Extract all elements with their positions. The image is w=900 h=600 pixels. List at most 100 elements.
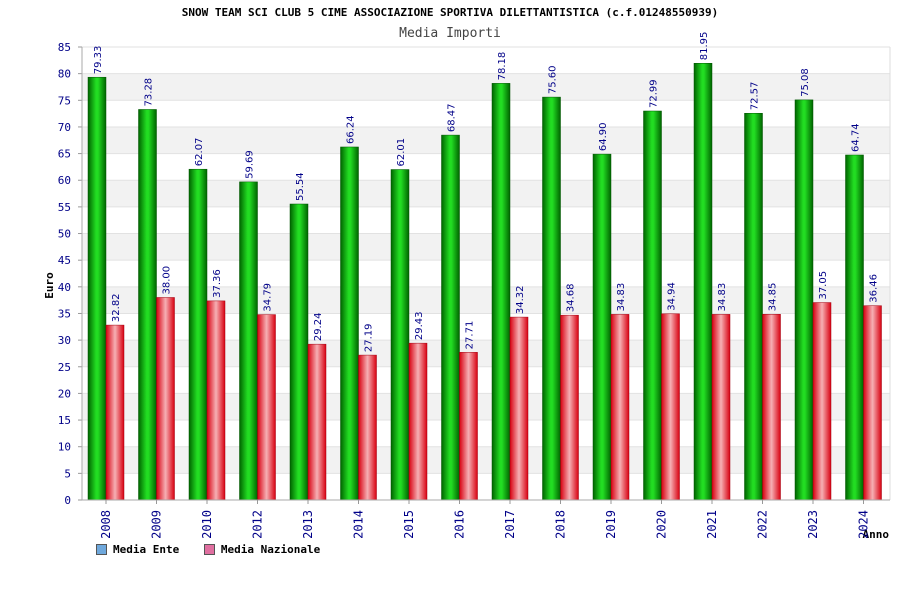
bar-nazionale [408, 342, 428, 501]
x-tick-label: 2020 [655, 510, 669, 539]
bar-nazionale [257, 314, 276, 501]
x-tick-label: 2024 [857, 510, 871, 539]
bar-nazionale [156, 297, 175, 501]
y-tick-label: 50 [58, 228, 71, 241]
value-label-nazionale: 29.24 [313, 313, 324, 342]
value-label-nazionale: 29.43 [414, 312, 425, 341]
value-label-nazionale: 37.36 [212, 269, 223, 298]
y-tick-label: 15 [58, 414, 71, 427]
bar-ente [441, 134, 460, 501]
bar-ente [138, 109, 157, 501]
bar-ente [87, 76, 107, 501]
y-tick-label: 5 [64, 467, 71, 480]
x-tick-label: 2009 [150, 510, 164, 539]
bar-nazionale [307, 343, 327, 501]
y-tick-label: 65 [58, 148, 71, 161]
value-label-ente: 62.07 [194, 138, 205, 167]
value-label-ente: 64.74 [851, 123, 862, 152]
bar-nazionale [812, 302, 832, 501]
value-label-ente: 75.60 [548, 65, 559, 94]
x-tick-label: 2014 [352, 510, 366, 539]
value-label-ente: 62.01 [396, 138, 407, 167]
chart-subtitle: Media Importi [399, 26, 501, 41]
bar-ente [188, 168, 208, 501]
x-tick-label: 2019 [604, 510, 618, 539]
bar-ente [340, 146, 359, 501]
grid-band [82, 73, 890, 101]
value-label-nazionale: 34.68 [566, 284, 577, 313]
legend-item-ente: Media Ente [96, 543, 179, 556]
bar-ente [239, 181, 258, 501]
x-tick-label: 2021 [705, 510, 719, 539]
y-tick-label: 85 [58, 41, 71, 54]
value-label-ente: 72.57 [750, 82, 761, 111]
value-label-ente: 59.69 [245, 150, 256, 179]
bar-nazionale [206, 300, 226, 501]
bar-nazionale [509, 316, 529, 501]
value-label-nazionale: 27.71 [465, 321, 476, 350]
value-label-nazionale: 34.32 [515, 285, 526, 314]
x-tick-label: 2012 [251, 510, 265, 539]
y-tick-label: 75 [58, 94, 71, 107]
legend-label-nazionale: Media Nazionale [220, 543, 321, 556]
x-tick-label: 2017 [503, 510, 517, 539]
bar-ente [542, 96, 561, 501]
bar-ente [693, 63, 713, 501]
x-tick-label: 2015 [402, 510, 416, 539]
y-tick-label: 10 [58, 441, 71, 454]
y-tick-label: 45 [58, 254, 71, 267]
y-tick-label: 20 [58, 387, 71, 400]
value-label-nazionale: 34.94 [667, 282, 678, 311]
y-axis-title: Euro [43, 272, 56, 299]
bar-ente [592, 153, 612, 501]
bar-ente [744, 112, 763, 501]
bar-nazionale [560, 314, 579, 501]
bar-nazionale [105, 324, 125, 501]
y-tick-label: 55 [58, 201, 71, 214]
y-tick-label: 35 [58, 307, 71, 320]
x-tick-label: 2008 [99, 510, 113, 539]
bar-ente [845, 154, 864, 501]
y-tick-label: 30 [58, 334, 71, 347]
value-label-ente: 72.99 [649, 79, 660, 108]
bar-nazionale [610, 314, 630, 501]
value-label-ente: 68.47 [447, 103, 458, 132]
value-label-ente: 75.08 [800, 68, 811, 97]
x-tick-label: 2018 [554, 510, 568, 539]
value-label-nazionale: 34.79 [263, 283, 274, 312]
y-tick-label: 40 [58, 281, 71, 294]
y-tick-label: 60 [58, 174, 71, 187]
value-label-ente: 79.33 [93, 46, 104, 75]
value-label-ente: 73.28 [144, 78, 155, 107]
bar-nazionale [358, 354, 377, 501]
x-tick-label: 2013 [301, 510, 315, 539]
chart-title: SNOW TEAM SCI CLUB 5 CIME ASSOCIAZIONE S… [181, 6, 719, 19]
y-tick-label: 0 [64, 494, 71, 507]
value-label-nazionale: 27.19 [364, 323, 375, 352]
bar-ente [390, 169, 410, 501]
bar-nazionale [661, 313, 680, 501]
value-label-nazionale: 34.83 [717, 283, 728, 312]
value-label-nazionale: 34.85 [768, 283, 779, 312]
y-tick-label: 25 [58, 361, 71, 374]
x-tick-label: 2023 [806, 510, 820, 539]
value-label-nazionale: 34.83 [616, 283, 627, 312]
y-tick-label: 70 [58, 121, 71, 134]
bar-ente [643, 110, 662, 501]
bar-nazionale [863, 305, 882, 501]
value-label-nazionale: 37.05 [818, 271, 829, 300]
x-tick-label: 2022 [756, 510, 770, 539]
bar-ente [491, 83, 511, 501]
y-tick-label: 80 [58, 68, 71, 81]
value-label-nazionale: 32.82 [111, 293, 122, 322]
legend: Media Ente Media Nazionale [96, 543, 338, 556]
bar-nazionale [762, 314, 781, 501]
value-label-ente: 78.18 [497, 52, 508, 81]
legend-label-ente: Media Ente [113, 543, 180, 556]
bar-ente [289, 203, 309, 501]
value-label-ente: 64.90 [598, 122, 609, 151]
legend-swatch-ente [96, 543, 107, 555]
bar-ente [794, 99, 814, 501]
value-label-ente: 81.95 [699, 32, 710, 61]
value-label-nazionale: 38.00 [162, 266, 173, 295]
